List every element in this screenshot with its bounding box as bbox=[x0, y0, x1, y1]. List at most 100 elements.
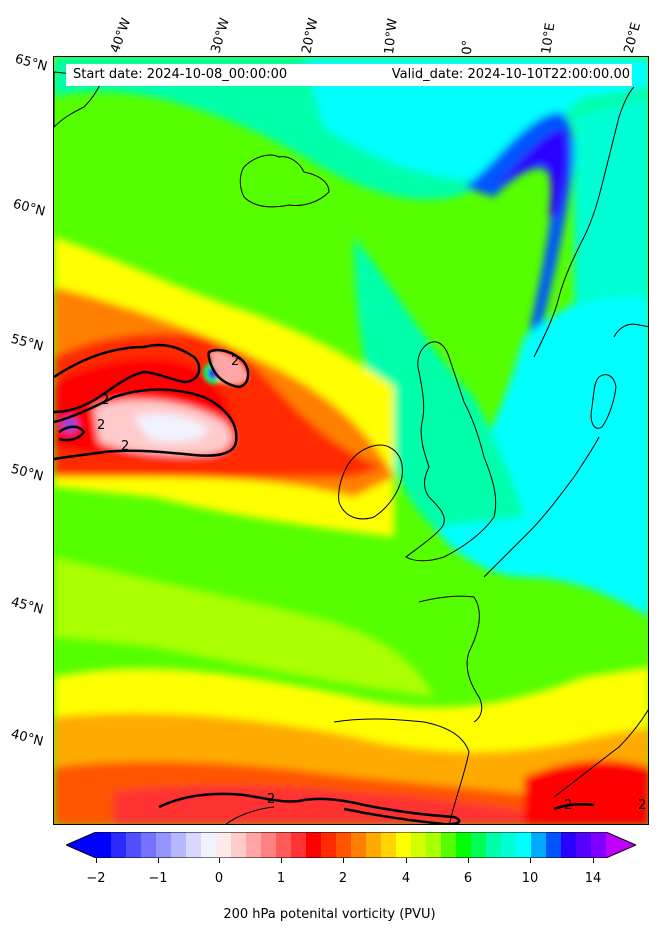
contour-2-south-east bbox=[553, 802, 595, 811]
colorbar-segment bbox=[216, 832, 232, 858]
coast-france bbox=[418, 595, 483, 723]
colorbar-tick-mark bbox=[343, 858, 344, 863]
lon-label-20e: 20°E bbox=[621, 20, 645, 55]
colorbar-segment bbox=[516, 832, 532, 858]
coast-norway bbox=[533, 86, 635, 358]
colorbar-extend-low bbox=[66, 832, 96, 858]
trough-cyan bbox=[434, 268, 648, 616]
contour-label: 2 bbox=[97, 418, 105, 433]
colorbar-segment bbox=[351, 832, 367, 858]
colorbar-tick-mark bbox=[219, 858, 220, 863]
coast-iberia bbox=[333, 718, 470, 824]
coast-iceland bbox=[239, 154, 330, 208]
lat-label-40n: 40°N bbox=[9, 726, 45, 750]
colorbar-segment bbox=[111, 832, 127, 858]
contour-label: 2 bbox=[564, 798, 572, 813]
colorbar-segment bbox=[456, 832, 472, 858]
valid-date-label: Valid_date: 2024-10-10T22:00:00.00 bbox=[391, 67, 630, 82]
colorbar-tick-label: 14 bbox=[584, 871, 602, 886]
coastlines bbox=[54, 71, 648, 824]
colorbar-segment bbox=[186, 832, 202, 858]
contour-label: 2 bbox=[638, 798, 646, 813]
colorbar-segment bbox=[291, 832, 307, 858]
east-teal bbox=[574, 97, 648, 307]
colorbar-segment bbox=[171, 832, 187, 858]
pv-2-contours bbox=[54, 343, 595, 824]
colorbar-segment bbox=[306, 832, 322, 858]
colorbar-tick-mark bbox=[530, 858, 531, 863]
lat-label-55n: 55°N bbox=[9, 331, 45, 355]
colorbar-segment bbox=[501, 832, 517, 858]
colorbar-segment bbox=[396, 832, 412, 858]
contour-label: 2 bbox=[121, 439, 129, 454]
trough-teal bbox=[354, 237, 524, 527]
mid-yellow-patch bbox=[54, 557, 434, 697]
coast-sweden bbox=[613, 323, 648, 338]
colorbar-segment bbox=[531, 832, 547, 858]
south-deep-red bbox=[114, 785, 554, 824]
coast-lowcountries bbox=[483, 436, 600, 578]
colorbar-tick-label: 0 bbox=[214, 871, 224, 886]
lat-label-60n: 60°N bbox=[11, 196, 47, 220]
contour-2-south bbox=[158, 792, 461, 824]
colorbar-tick-mark bbox=[593, 858, 594, 863]
colorbar-tick-mark bbox=[281, 858, 282, 863]
contour-2-north bbox=[54, 343, 201, 414]
coast-ireland bbox=[338, 444, 403, 520]
colorbar-segment bbox=[561, 832, 577, 858]
lon-label-40w: 40°W bbox=[107, 16, 135, 55]
colorbar-tick-label: 10 bbox=[521, 871, 539, 886]
colorbar-segment bbox=[201, 832, 217, 858]
colorbar-segment bbox=[426, 832, 442, 858]
lon-label-10w: 10°W bbox=[382, 17, 401, 56]
white-core bbox=[134, 413, 209, 443]
coast-denmark bbox=[590, 374, 617, 429]
colorbar-tick-label: 1 bbox=[276, 871, 286, 886]
contour-2-blob bbox=[207, 348, 250, 389]
band-dark-blue bbox=[494, 128, 568, 217]
colorbar-segment bbox=[411, 832, 427, 858]
colorbar-segment bbox=[276, 832, 292, 858]
colorbar-segment bbox=[261, 832, 277, 858]
colorbar-tick-label: 4 bbox=[401, 871, 411, 886]
map-frame: 2 2 2 2 2 2 2 bbox=[53, 56, 649, 825]
band-blue-streak bbox=[464, 112, 575, 357]
colorbar-segment bbox=[141, 832, 157, 858]
colorbar-extend-high bbox=[606, 832, 636, 858]
colorbar-tick-mark bbox=[96, 858, 97, 863]
lat-label-50n: 50°N bbox=[9, 461, 45, 485]
colorbar-segment bbox=[231, 832, 247, 858]
colorbar-segment bbox=[336, 832, 352, 858]
colorbar-tick-label: −2 bbox=[86, 871, 106, 886]
contour-labels: 2 2 2 2 2 2 2 bbox=[97, 354, 646, 813]
colorbar-segment bbox=[366, 832, 382, 858]
colorbar-segment bbox=[156, 832, 172, 858]
colorbar-segment bbox=[441, 832, 457, 858]
colorbar-segment bbox=[126, 832, 142, 858]
colorbar-segment bbox=[471, 832, 487, 858]
colorbar-segment bbox=[321, 832, 337, 858]
contour-label: 2 bbox=[101, 393, 109, 408]
lon-label-0: 0° bbox=[460, 39, 476, 55]
coast-iberia-south bbox=[225, 806, 275, 824]
band-cyan-arc bbox=[304, 57, 648, 180]
contour-2-inner bbox=[58, 425, 86, 442]
colorbar-segment bbox=[576, 832, 592, 858]
colorbar-segment bbox=[96, 832, 112, 858]
colorbar-tick-label: 2 bbox=[338, 871, 348, 886]
start-date-label: Start date: 2024-10-08_00:00:00 bbox=[73, 67, 288, 82]
pv-map: 2 2 2 2 2 2 2 bbox=[54, 57, 648, 824]
colorbar-tick-mark bbox=[406, 858, 407, 863]
colorbar-segment bbox=[591, 832, 607, 858]
colorbar-svg bbox=[64, 831, 638, 859]
colorbar-segment bbox=[486, 832, 502, 858]
contour-label: 2 bbox=[231, 354, 239, 369]
lon-label-20w: 20°W bbox=[299, 16, 322, 55]
colorbar-segment bbox=[546, 832, 562, 858]
colorbar-segment bbox=[246, 832, 262, 858]
contour-label: 2 bbox=[267, 792, 275, 807]
lon-label-10e: 10°E bbox=[539, 21, 559, 55]
date-info-box: Start date: 2024-10-08_00:00:00 Valid_da… bbox=[66, 64, 632, 86]
colorbar-tick-mark bbox=[158, 858, 159, 863]
colorbar-label: 200 hPa potenital vorticity (PVU) bbox=[223, 907, 436, 922]
